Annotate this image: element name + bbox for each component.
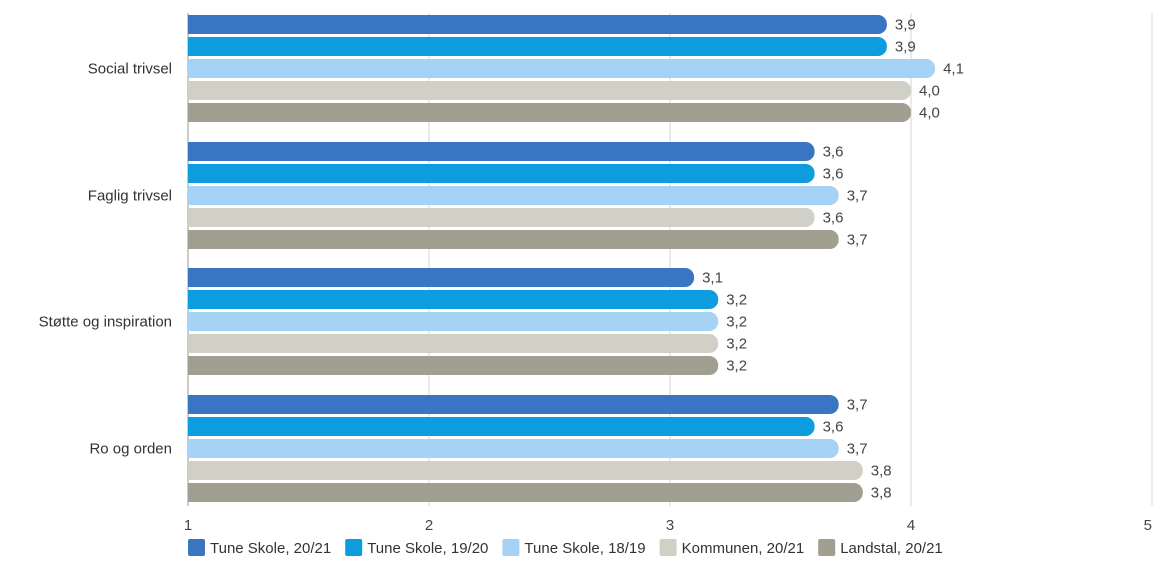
x-tick-label: 5: [1144, 517, 1152, 534]
legend-label: Tune Skole, 18/19: [524, 540, 645, 557]
bar: [188, 164, 815, 183]
bar: [188, 208, 815, 228]
data-label: 3,9: [895, 17, 916, 34]
bar: [188, 268, 695, 287]
legend-label: Tune Skole, 19/20: [367, 540, 488, 557]
data-label: 3,8: [871, 463, 892, 480]
bar: [188, 334, 719, 353]
legend-swatch: [188, 539, 205, 556]
data-label: 3,6: [823, 166, 844, 183]
x-axis-ticks: 1 2 3 4 5: [184, 517, 1152, 534]
bar: [188, 142, 815, 161]
data-label: 3,6: [823, 144, 844, 161]
data-label: 3,7: [847, 232, 868, 249]
legend-swatch: [502, 539, 520, 556]
bar: [188, 186, 839, 205]
legend-swatch: [659, 539, 677, 556]
bar: [188, 15, 887, 34]
legend-swatch: [818, 539, 836, 556]
bar: [188, 483, 863, 502]
category-label: Ro og orden: [89, 441, 172, 458]
data-label: 3,1: [702, 270, 723, 287]
category-labels: Social trivsel Faglig trivsel Støtte og in…: [39, 61, 172, 458]
bar: [188, 356, 719, 375]
category-label: Social trivsel: [88, 61, 172, 78]
data-labels: 3,93,94,14,04,03,63,63,73,63,73,13,23,23…: [702, 17, 964, 502]
bar: [188, 103, 911, 122]
data-label: 4,1: [943, 61, 964, 78]
data-label: 3,7: [847, 188, 868, 205]
category-label: Faglig trivsel: [88, 188, 172, 205]
data-label: 3,9: [895, 39, 916, 56]
legend-label: Tune Skole, 20/21: [210, 540, 331, 557]
data-label: 3,2: [726, 336, 747, 353]
legend-swatch: [345, 539, 363, 556]
x-tick-label: 1: [184, 517, 192, 534]
data-label: 3,6: [823, 210, 844, 227]
bars: [188, 15, 936, 502]
data-label: 4,0: [919, 105, 940, 122]
bar: [188, 395, 839, 414]
category-label: Støtte og inspiration: [39, 314, 172, 331]
bar: [188, 290, 719, 309]
data-label: 3,6: [823, 419, 844, 436]
x-tick-label: 4: [907, 517, 915, 534]
legend-label: Kommunen, 20/21: [682, 540, 805, 557]
bar: [188, 81, 911, 100]
x-tick-label: 3: [666, 517, 674, 534]
data-label: 3,7: [847, 441, 868, 458]
bar: [188, 417, 815, 436]
bar: [188, 439, 839, 458]
bar: [188, 461, 863, 480]
x-tick-label: 2: [425, 517, 433, 534]
data-label: 3,2: [726, 314, 747, 331]
data-label: 3,2: [726, 292, 747, 309]
legend-label: Landstal, 20/21: [840, 540, 943, 557]
legend: Tune Skole, 20/21 Tune Skole, 19/20 Tune S…: [188, 539, 943, 557]
bar: [188, 230, 839, 249]
data-label: 3,8: [871, 485, 892, 502]
data-label: 3,7: [847, 397, 868, 414]
bar: [188, 59, 936, 78]
data-label: 4,0: [919, 83, 940, 100]
bar: [188, 37, 887, 56]
data-label: 3,2: [726, 358, 747, 375]
bar: [188, 312, 719, 331]
